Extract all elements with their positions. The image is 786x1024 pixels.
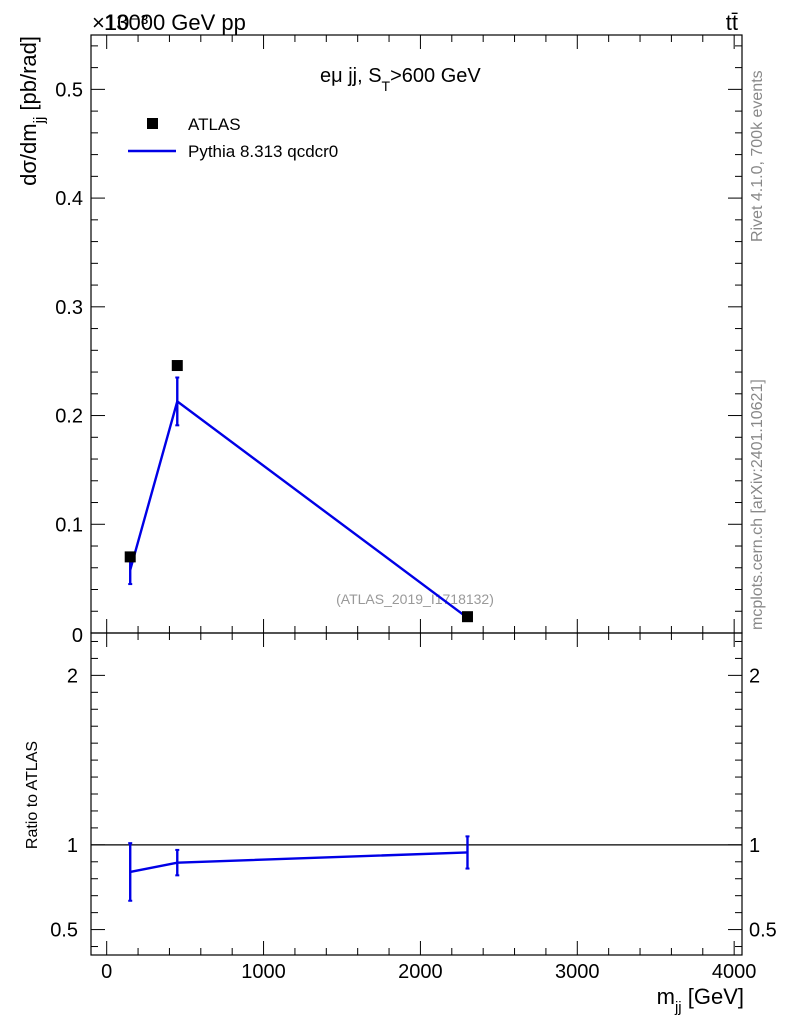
main-y-tick-label: 0.3 — [55, 297, 83, 319]
main-y-tick-labels: 0.1 0.2 0.3 0.4 0.5 — [55, 79, 83, 536]
ratio-data-layer — [91, 835, 742, 902]
x-axis-label: mjj [GeV] — [657, 984, 744, 1016]
atlas-data-point — [124, 551, 136, 563]
exponent-label: ×10⁻³ — [92, 10, 148, 35]
x-axis-label-rest: [GeV] — [682, 984, 744, 1009]
x-axis-label-sub: jj — [674, 999, 682, 1016]
x-tick-label: 4000 — [712, 961, 757, 983]
main-x-ticks — [106, 35, 735, 633]
main-y-tick-label: 0.2 — [55, 406, 83, 428]
energy-label: 13000 GeV pp — [104, 10, 246, 35]
main-y-axis-label: dσ/dmjj [pb/rad] — [16, 36, 48, 186]
ratio-frame — [90, 632, 743, 956]
main-y-tick-label: 0.5 — [55, 79, 83, 101]
x-tick-label: 1000 — [241, 961, 286, 983]
x-axis-label-main: m — [657, 984, 675, 1009]
plot-title: eμ jj, ST>600 GeV — [320, 65, 481, 94]
ratio-y-tick-label: 2 — [67, 665, 78, 687]
rivet-version-text: Rivet 4.1.0, 700k events — [749, 70, 766, 242]
legend: ATLAS Pythia 8.313 qcdcr0 — [128, 115, 338, 161]
ratio-y-tick-labels-right: 0.5 1 2 — [749, 665, 777, 941]
ratio-y-tick-label-right: 1 — [749, 835, 760, 857]
legend-atlas-marker — [147, 118, 158, 129]
main-data-layer — [124, 360, 473, 623]
ratio-x-ticks — [106, 633, 735, 955]
x-tick-label: 0 — [101, 961, 112, 983]
x-tick-labels: 0 1000 2000 3000 4000 — [101, 961, 756, 983]
atlas-data-point — [461, 611, 473, 623]
plot-title-sub: T — [382, 78, 391, 94]
main-y-zero-label: 0 — [72, 625, 83, 647]
atlas-data-point — [171, 360, 183, 372]
ratio-y-axis-label: Ratio to ATLAS — [24, 741, 41, 849]
main-panel: 0.1 0.2 0.3 0.4 0.5 0 eμ jj, ST>600 GeV dσ/d… — [16, 34, 743, 647]
main-y-tick-label: 0.4 — [55, 188, 83, 210]
x-tick-label: 2000 — [398, 961, 443, 983]
ratio-pythia-line — [129, 851, 468, 874]
ratio-y-tick-labels: 0.5 1 2 — [50, 665, 78, 941]
pythia-line — [129, 399, 469, 619]
main-y-axis-label-rest: [pb/rad] — [16, 36, 41, 117]
x-tick-label: 3000 — [555, 961, 600, 983]
main-y-axis-label-sub: jj — [31, 117, 48, 125]
ratio-y-tick-label: 1 — [67, 835, 78, 857]
plot-title-rest: >600 GeV — [390, 65, 481, 87]
ratio-y-ticks — [91, 640, 742, 948]
ratio-y-tick-label: 0.5 — [50, 920, 78, 942]
ratio-y-tick-label-right: 0.5 — [749, 920, 777, 942]
legend-pythia-label: Pythia 8.313 qcdcr0 — [188, 142, 338, 161]
main-y-axis-label-main: dσ/dm — [16, 123, 41, 186]
main-y-tick-label: 0.1 — [55, 514, 83, 536]
analysis-watermark: (ATLAS_2019_I1718132) — [336, 591, 494, 607]
process-label: tt̄ — [726, 10, 738, 35]
ratio-y-tick-label-right: 2 — [749, 665, 760, 687]
plot-title-main: eμ jj, S — [320, 65, 382, 87]
ratio-panel: 0.5 1 2 0.5 1 2 0 1000 2000 3000 4000 Ratio to A… — [24, 632, 777, 1016]
mcplots-text: mcplots.cern.ch [arXiv:2401.10621] — [749, 379, 766, 630]
legend-atlas-label: ATLAS — [188, 115, 241, 134]
